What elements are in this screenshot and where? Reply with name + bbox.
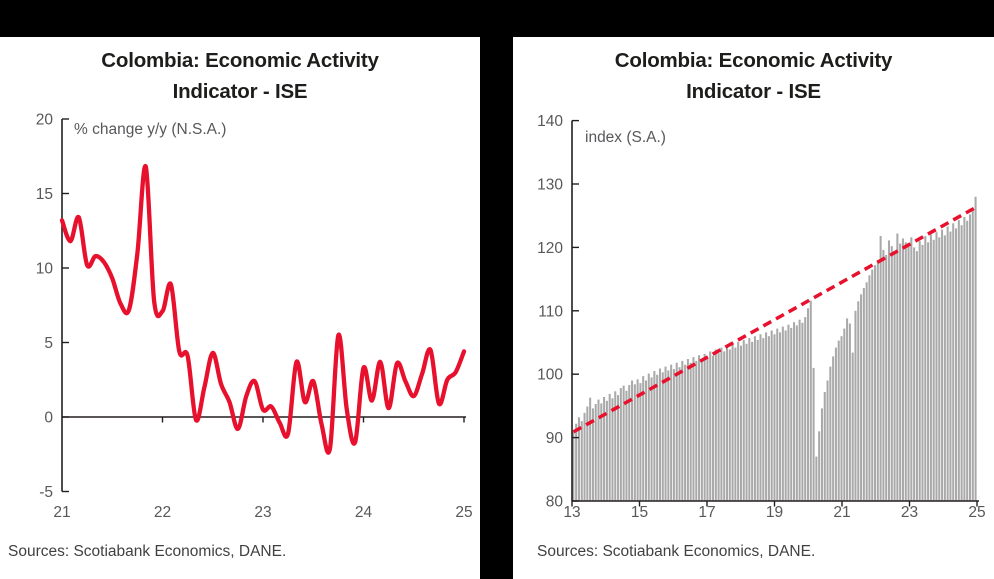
- y-tick-label: -5: [39, 484, 53, 501]
- y-tick-label: 90: [546, 430, 564, 447]
- series-line: [59, 164, 467, 455]
- sources-note: Sources: Scotiabank Economics, DANE.: [537, 543, 816, 560]
- x-tick-label: 23: [254, 504, 271, 521]
- x-tick-label: 23: [901, 504, 918, 521]
- axes: 80 90 100 110 120 130 140 13 15 17 19 21 23 25: [537, 113, 986, 521]
- sources-note: Sources: Scotiabank Economics, DANE.: [8, 543, 287, 560]
- x-tick-label: 22: [154, 504, 171, 521]
- y-tick-label: 110: [538, 303, 563, 320]
- bars: [572, 196, 977, 502]
- y-axis-unit-label: % change y/y (N.S.A.): [74, 121, 227, 138]
- x-tick-label: 21: [53, 504, 70, 521]
- y-tick-label: 120: [537, 240, 563, 257]
- chart-title-line1: Colombia: Economic Activity: [614, 49, 893, 72]
- right-chart-panel: Colombia: Economic Activity Indicator - …: [513, 37, 994, 579]
- center-divider: [480, 37, 513, 579]
- top-border-bar: [0, 0, 994, 37]
- x-tick-label: 25: [968, 504, 985, 521]
- chart-title-line2: Indicator - ISE: [172, 80, 308, 103]
- y-tick-label: 100: [537, 367, 563, 384]
- y-tick-label: 130: [537, 177, 563, 194]
- x-tick-label: 13: [563, 504, 580, 521]
- x-tick-label: 19: [766, 504, 783, 521]
- line-chart: -5 0 5 10 15 20 21 22 23 24 25: [36, 112, 473, 522]
- y-axis-unit-label: index (S.A.): [585, 129, 666, 146]
- y-tick-label: 0: [44, 410, 53, 427]
- y-tick-label: 20: [36, 112, 54, 129]
- x-tick-label: 15: [631, 504, 648, 521]
- axes: -5 0 5 10 15 20 21 22 23 24 25: [36, 112, 473, 522]
- y-tick-label: 80: [546, 494, 564, 511]
- left-chart-panel: Colombia: Economic Activity Indicator - …: [0, 37, 480, 579]
- chart-title-line1: Colombia: Economic Activity: [101, 49, 379, 72]
- y-tick-label: 5: [44, 335, 53, 352]
- y-tick-label: 10: [36, 261, 54, 278]
- y-tick-label: 15: [36, 186, 53, 203]
- y-tick-label: 140: [537, 113, 563, 130]
- x-tick-label: 17: [698, 504, 715, 521]
- x-tick-label: 21: [833, 504, 850, 521]
- trend-line: [572, 205, 977, 434]
- x-tick-label: 24: [355, 504, 373, 521]
- chart-title-line2: Indicator - ISE: [686, 80, 821, 103]
- x-tick-label: 25: [455, 504, 472, 521]
- page-title: Colombia: Economic Activity Indicator - …: [0, 45, 480, 107]
- page-title: Colombia: Economic Activity Indicator - …: [513, 45, 994, 107]
- bar-chart: 80 90 100 110 120 130 140 13 15 17 19 21 23 25: [537, 113, 986, 521]
